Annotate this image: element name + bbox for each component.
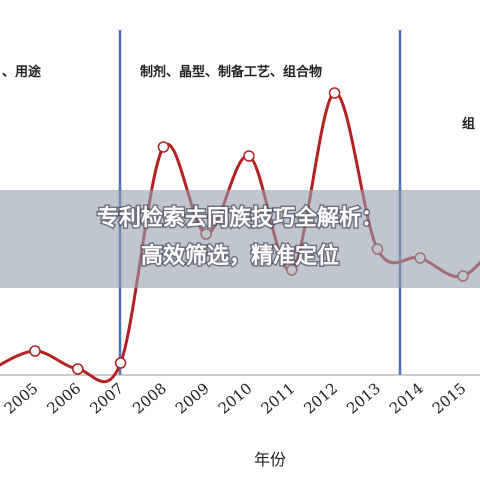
x-tick-label: 2009 [172,379,213,417]
banner-bg [0,190,480,288]
x-tick-label: 2015 [429,379,470,417]
x-axis-label: 年份 [254,450,286,469]
point [328,87,341,99]
x-tick-label: 2013 [343,379,384,417]
x-tick-label: 2012 [300,379,341,417]
annotation: 、用途 [2,64,42,80]
x-tick-label: 2007 [86,379,127,417]
point [114,357,127,369]
x-tick-label: 2005 [1,379,42,417]
banner-subtitle: 高效筛选，精准定位 [141,243,339,269]
banner-title: 专利检索去同族技巧全解析： [97,205,383,231]
x-tick-label: 2010 [215,379,256,417]
point [29,345,41,357]
x-tick-label: 2014 [386,379,427,417]
annotation: 制剂、晶型、制备工艺、组合物 [140,64,322,80]
x-tick-label: 2011 [258,379,299,417]
point [243,150,255,162]
x-tick-label: 2006 [44,379,85,417]
point [72,363,84,375]
x-tick-label: 2008 [129,379,170,417]
annotation: 组 [462,116,475,132]
point [157,141,170,153]
